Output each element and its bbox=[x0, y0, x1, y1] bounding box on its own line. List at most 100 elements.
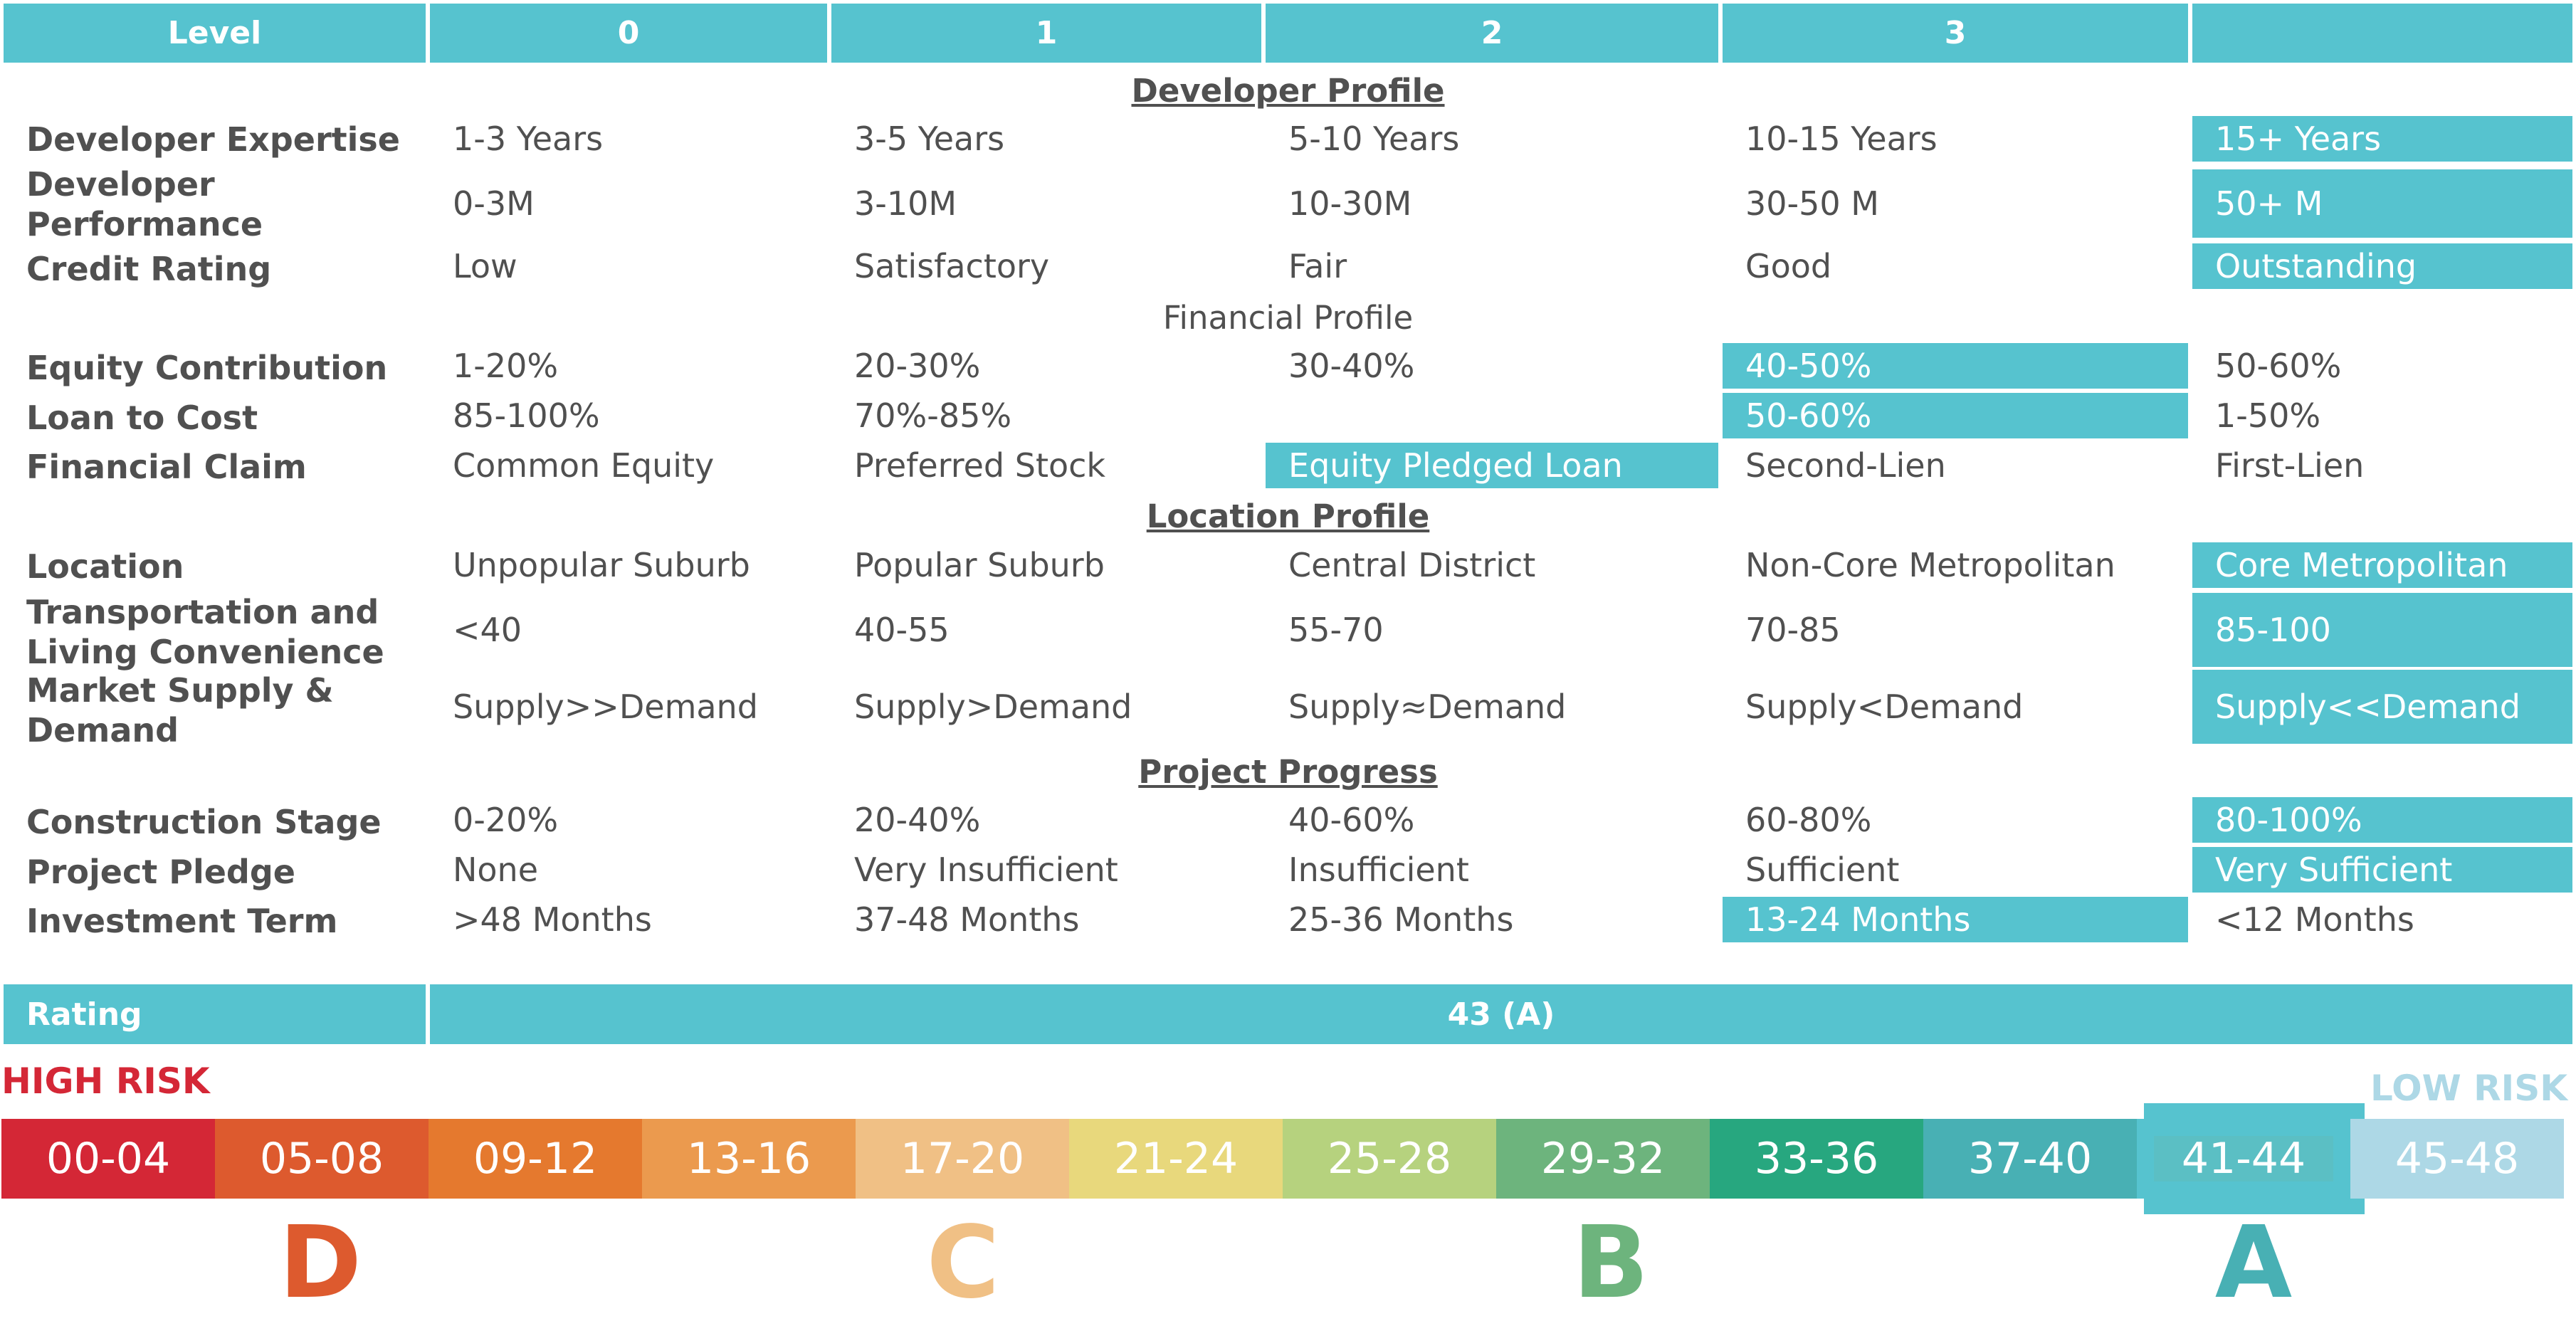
rating-label: Rating bbox=[26, 996, 142, 1033]
cell-value: 1-50% bbox=[2215, 396, 2321, 435]
scale-segment: 41-44 bbox=[2137, 1119, 2350, 1199]
cell-value: None bbox=[453, 851, 539, 889]
cell-value: Supply>>Demand bbox=[453, 688, 758, 726]
scale-segment: 29-32 bbox=[1496, 1119, 1710, 1199]
cell-value: 70%-85% bbox=[854, 396, 1012, 435]
cell-value: 15+ Years bbox=[2192, 116, 2572, 162]
rating-value-cell: 43 (A) bbox=[430, 984, 2572, 1044]
cell-value: 1-20% bbox=[453, 347, 559, 385]
cell-value: Core Metropolitan bbox=[2192, 542, 2572, 588]
cell-value: 20-30% bbox=[854, 347, 981, 385]
scale-segment: 13-16 bbox=[642, 1119, 856, 1199]
cell-value bbox=[1266, 393, 1718, 438]
high-risk-label: HIGH RISK bbox=[1, 1061, 210, 1102]
cell-value: Outstanding bbox=[2192, 243, 2572, 289]
scale-segment: 17-20 bbox=[856, 1119, 1069, 1199]
header-level-0: 0 bbox=[430, 4, 827, 63]
row-label-loan-to-cost: Loan to Cost bbox=[26, 399, 258, 437]
cell-value: Supply<<Demand bbox=[2192, 670, 2572, 744]
cell-value: 20-40% bbox=[854, 801, 981, 839]
header-level-1: 1 bbox=[831, 4, 1261, 63]
cell-value: Second-Lien bbox=[1745, 446, 1946, 485]
row-label-market-supply: Market Supply & Demand bbox=[26, 671, 334, 749]
scale-segment: 37-40 bbox=[1923, 1119, 2137, 1199]
header-level-2: 2 bbox=[1266, 4, 1718, 63]
header-level-cell: Level bbox=[4, 4, 426, 63]
cell-value: 0-3M bbox=[453, 184, 535, 223]
cell-value: Fair bbox=[1288, 247, 1347, 285]
row-label-equity-contribution: Equity Contribution bbox=[26, 349, 388, 387]
cell-value: Satisfactory bbox=[854, 247, 1050, 285]
cell-value: <12 Months bbox=[2215, 900, 2414, 939]
cell-value: <40 bbox=[453, 611, 522, 649]
section-developer-profile: Developer Profile bbox=[1131, 72, 1445, 110]
rating-label-cell: Rating bbox=[4, 984, 426, 1044]
header-level-3: 3 bbox=[1723, 4, 2188, 63]
cell-value: 10-30M bbox=[1288, 184, 1412, 223]
scale-segment: 21-24 bbox=[1069, 1119, 1283, 1199]
header-level-2-label: 2 bbox=[1481, 15, 1503, 51]
cell-value: Very Insufficient bbox=[854, 851, 1118, 889]
low-risk-label: LOW RISK bbox=[2370, 1068, 2567, 1109]
cell-value: 80-100% bbox=[2192, 797, 2572, 843]
scale-segment: 09-12 bbox=[429, 1119, 642, 1199]
row-label-transportation: Transportation and Living Convenience bbox=[26, 593, 384, 671]
cell-value: Sufficient bbox=[1745, 851, 1900, 889]
cell-value: 13-24 Months bbox=[1723, 897, 2188, 942]
cell-value: 3-10M bbox=[854, 184, 957, 223]
cell-value: Low bbox=[453, 247, 517, 285]
grade-letter-c: C bbox=[926, 1205, 1000, 1321]
grade-letter-d: D bbox=[278, 1205, 362, 1321]
rating-value: 43 (A) bbox=[1447, 996, 1555, 1033]
cell-value: 60-80% bbox=[1745, 801, 1872, 839]
cell-value: 40-55 bbox=[854, 611, 950, 649]
header-level-4 bbox=[2192, 4, 2572, 63]
cell-value: 50+ M bbox=[2192, 169, 2572, 238]
cell-value: 85-100 bbox=[2192, 593, 2572, 667]
cell-value: Central District bbox=[1288, 546, 1536, 584]
cell-value: 50-60% bbox=[1723, 393, 2188, 438]
cell-value: 37-48 Months bbox=[854, 900, 1080, 939]
cell-value: Insufficient bbox=[1288, 851, 1469, 889]
section-project-progress: Project Progress bbox=[1138, 753, 1438, 791]
header-level-0-label: 0 bbox=[617, 15, 640, 51]
cell-value: Unpopular Suburb bbox=[453, 546, 750, 584]
cell-value: Supply<Demand bbox=[1745, 688, 2024, 726]
header-level-1-label: 1 bbox=[1035, 15, 1058, 51]
cell-value: Very Sufficient bbox=[2192, 847, 2572, 893]
header-level-label: Level bbox=[167, 15, 262, 51]
cell-value: 25-36 Months bbox=[1288, 900, 1514, 939]
row-label-construction-stage: Construction Stage bbox=[26, 803, 382, 841]
cell-value: 50-60% bbox=[2215, 347, 2342, 385]
cell-value: 1-3 Years bbox=[453, 120, 604, 158]
row-label-credit-rating: Credit Rating bbox=[26, 250, 272, 288]
scale-segment: 05-08 bbox=[215, 1119, 429, 1199]
cell-value: Common Equity bbox=[453, 446, 715, 485]
scale-segment: 25-28 bbox=[1283, 1119, 1496, 1199]
cell-value: 70-85 bbox=[1745, 611, 1841, 649]
cell-value: 10-15 Years bbox=[1745, 120, 1938, 158]
cell-value: First-Lien bbox=[2215, 446, 2365, 485]
cell-value: 3-5 Years bbox=[854, 120, 1005, 158]
row-label-investment-term: Investment Term bbox=[26, 902, 338, 940]
cell-value: Preferred Stock bbox=[854, 446, 1106, 485]
row-label-location: Location bbox=[26, 547, 184, 586]
row-label-project-pledge: Project Pledge bbox=[26, 853, 295, 891]
cell-value: 0-20% bbox=[453, 801, 559, 839]
cell-value: 85-100% bbox=[453, 396, 600, 435]
cell-value: 55-70 bbox=[1288, 611, 1384, 649]
cell-value: Supply>Demand bbox=[854, 688, 1132, 726]
cell-value: 40-60% bbox=[1288, 801, 1415, 839]
section-location-profile: Location Profile bbox=[1146, 498, 1430, 535]
row-label-developer-performance: Developer Performance bbox=[26, 165, 263, 243]
scale-segment: 00-04 bbox=[1, 1119, 215, 1199]
cell-value: Supply≈Demand bbox=[1288, 688, 1567, 726]
grade-letter-b: B bbox=[1572, 1205, 1649, 1321]
grade-letter-a: A bbox=[2214, 1205, 2293, 1321]
cell-value: Non-Core Metropolitan bbox=[1745, 546, 2115, 584]
cell-value: Popular Suburb bbox=[854, 546, 1105, 584]
row-label-financial-claim: Financial Claim bbox=[26, 448, 307, 486]
cell-value: 30-40% bbox=[1288, 347, 1415, 385]
cell-value: Good bbox=[1745, 247, 1832, 285]
cell-value: 30-50 M bbox=[1745, 184, 1879, 223]
